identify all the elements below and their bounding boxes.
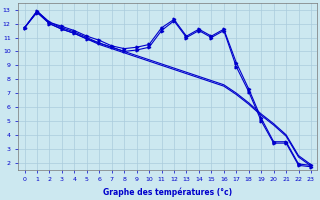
X-axis label: Graphe des températures (°c): Graphe des températures (°c) xyxy=(103,188,232,197)
